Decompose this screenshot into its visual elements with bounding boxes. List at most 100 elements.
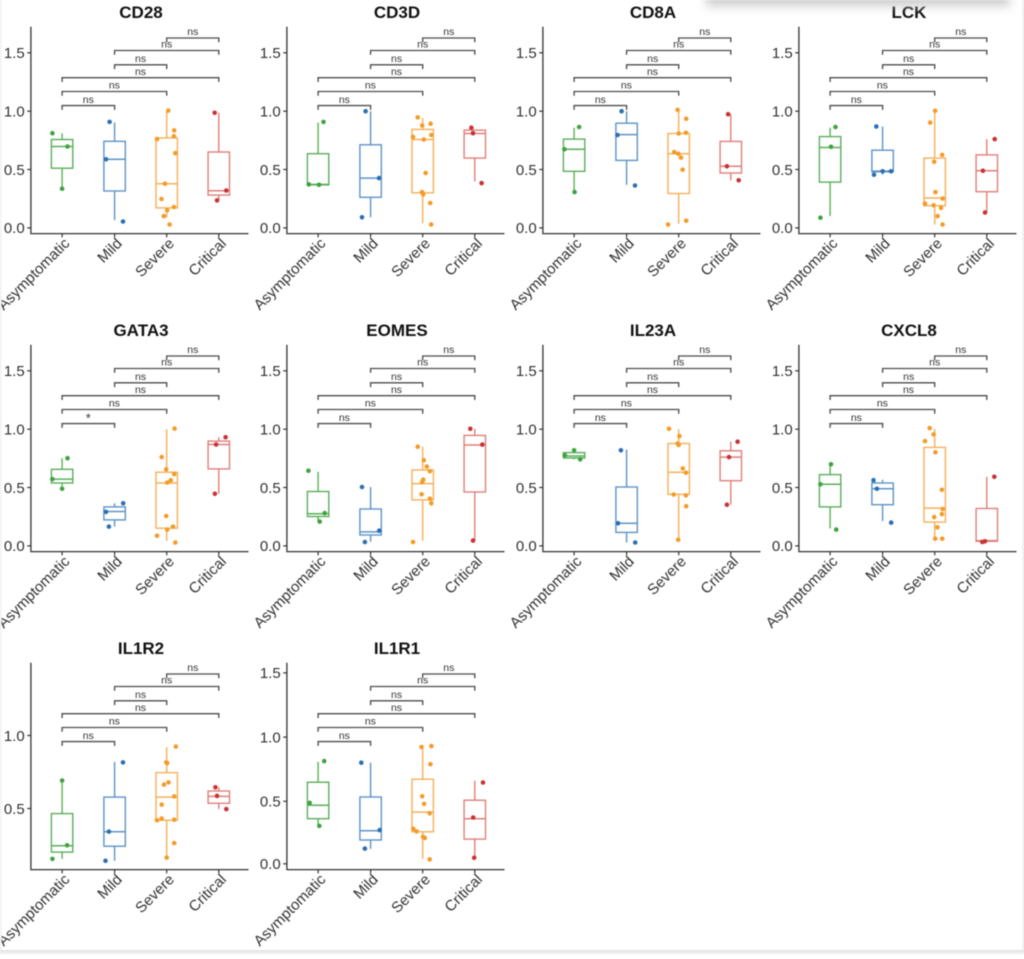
svg-text:ns: ns xyxy=(955,344,966,356)
svg-text:ns: ns xyxy=(135,66,146,78)
svg-text:0.5: 0.5 xyxy=(516,480,537,497)
svg-text:1.0: 1.0 xyxy=(4,728,25,745)
svg-text:ns: ns xyxy=(877,398,888,410)
svg-text:1.5: 1.5 xyxy=(516,45,537,62)
svg-text:0.0: 0.0 xyxy=(516,220,537,237)
svg-text:0.0: 0.0 xyxy=(772,538,793,555)
svg-text:ns: ns xyxy=(647,384,658,396)
svg-text:ns: ns xyxy=(417,39,428,51)
svg-text:*: * xyxy=(86,411,91,426)
svg-text:ns: ns xyxy=(339,730,350,742)
svg-text:ns: ns xyxy=(903,66,914,78)
svg-text:ns: ns xyxy=(595,412,606,424)
svg-text:ns: ns xyxy=(955,26,966,38)
svg-text:ns: ns xyxy=(339,94,350,106)
svg-text:0.0: 0.0 xyxy=(4,220,25,237)
svg-text:ns: ns xyxy=(647,53,658,65)
svg-text:ns: ns xyxy=(903,53,914,65)
svg-text:1.0: 1.0 xyxy=(772,422,793,439)
svg-text:1.0: 1.0 xyxy=(772,104,793,121)
svg-text:EOMES: EOMES xyxy=(366,321,427,340)
svg-text:ns: ns xyxy=(851,412,862,424)
svg-text:ns: ns xyxy=(877,80,888,92)
svg-text:ns: ns xyxy=(595,94,606,106)
svg-text:ns: ns xyxy=(391,689,402,701)
svg-text:LCK: LCK xyxy=(892,3,928,22)
svg-text:ns: ns xyxy=(187,662,198,674)
svg-text:ns: ns xyxy=(391,371,402,383)
svg-text:1.0: 1.0 xyxy=(260,729,281,746)
svg-text:ns: ns xyxy=(621,80,632,92)
svg-text:ns: ns xyxy=(109,716,120,728)
svg-text:ns: ns xyxy=(135,384,146,396)
svg-text:1.0: 1.0 xyxy=(516,104,537,121)
svg-text:ns: ns xyxy=(417,357,428,369)
svg-text:0.5: 0.5 xyxy=(260,162,281,179)
svg-text:ns: ns xyxy=(699,344,710,356)
svg-text:1.5: 1.5 xyxy=(260,45,281,62)
svg-text:0.0: 0.0 xyxy=(4,538,25,555)
svg-text:IL1R2: IL1R2 xyxy=(118,639,164,658)
svg-text:1.0: 1.0 xyxy=(4,422,25,439)
svg-text:ns: ns xyxy=(903,371,914,383)
svg-text:ns: ns xyxy=(417,675,428,687)
svg-text:0.5: 0.5 xyxy=(4,162,25,179)
svg-text:1.0: 1.0 xyxy=(260,422,281,439)
svg-text:0.0: 0.0 xyxy=(260,220,281,237)
svg-text:ns: ns xyxy=(391,66,402,78)
svg-text:ns: ns xyxy=(903,384,914,396)
svg-text:1.5: 1.5 xyxy=(516,363,537,380)
svg-text:1.0: 1.0 xyxy=(4,104,25,121)
svg-text:1.5: 1.5 xyxy=(772,45,793,62)
svg-text:ns: ns xyxy=(135,371,146,383)
svg-text:ns: ns xyxy=(699,26,710,38)
svg-text:1.5: 1.5 xyxy=(4,45,25,62)
svg-text:0.5: 0.5 xyxy=(516,162,537,179)
svg-text:ns: ns xyxy=(851,94,862,106)
svg-text:0.0: 0.0 xyxy=(772,220,793,237)
svg-text:0.5: 0.5 xyxy=(772,480,793,497)
svg-text:0.5: 0.5 xyxy=(260,794,281,811)
svg-text:ns: ns xyxy=(109,398,120,410)
svg-text:ns: ns xyxy=(135,53,146,65)
svg-text:ns: ns xyxy=(161,675,172,687)
svg-text:1.5: 1.5 xyxy=(260,363,281,380)
svg-text:ns: ns xyxy=(391,384,402,396)
svg-text:1.0: 1.0 xyxy=(516,422,537,439)
svg-text:IL1R1: IL1R1 xyxy=(374,639,420,658)
svg-text:ns: ns xyxy=(83,730,94,742)
svg-text:ns: ns xyxy=(365,80,376,92)
svg-text:ns: ns xyxy=(391,702,402,714)
svg-text:ns: ns xyxy=(673,39,684,51)
svg-text:ns: ns xyxy=(391,53,402,65)
svg-text:CXCL8: CXCL8 xyxy=(881,321,937,340)
svg-text:ns: ns xyxy=(647,66,658,78)
svg-text:ns: ns xyxy=(135,702,146,714)
svg-text:ns: ns xyxy=(443,662,454,674)
svg-text:CD28: CD28 xyxy=(119,3,162,22)
svg-text:0.5: 0.5 xyxy=(260,480,281,497)
svg-text:GATA3: GATA3 xyxy=(113,321,168,340)
svg-text:1.0: 1.0 xyxy=(260,104,281,121)
svg-text:ns: ns xyxy=(187,344,198,356)
svg-text:0.5: 0.5 xyxy=(4,801,25,818)
svg-text:ns: ns xyxy=(187,26,198,38)
svg-text:CD8A: CD8A xyxy=(630,3,676,22)
svg-text:ns: ns xyxy=(929,39,940,51)
svg-text:ns: ns xyxy=(673,357,684,369)
svg-text:ns: ns xyxy=(647,371,658,383)
svg-text:ns: ns xyxy=(135,689,146,701)
svg-text:ns: ns xyxy=(621,398,632,410)
svg-text:ns: ns xyxy=(929,357,940,369)
svg-text:ns: ns xyxy=(443,26,454,38)
svg-text:0.0: 0.0 xyxy=(260,538,281,555)
svg-text:0.0: 0.0 xyxy=(260,856,281,873)
svg-text:0.5: 0.5 xyxy=(772,162,793,179)
svg-text:1.5: 1.5 xyxy=(4,363,25,380)
svg-text:1.5: 1.5 xyxy=(260,665,281,682)
svg-text:ns: ns xyxy=(161,39,172,51)
svg-text:ns: ns xyxy=(365,716,376,728)
svg-text:IL23A: IL23A xyxy=(630,321,676,340)
svg-text:CD3D: CD3D xyxy=(374,3,420,22)
svg-text:ns: ns xyxy=(161,357,172,369)
